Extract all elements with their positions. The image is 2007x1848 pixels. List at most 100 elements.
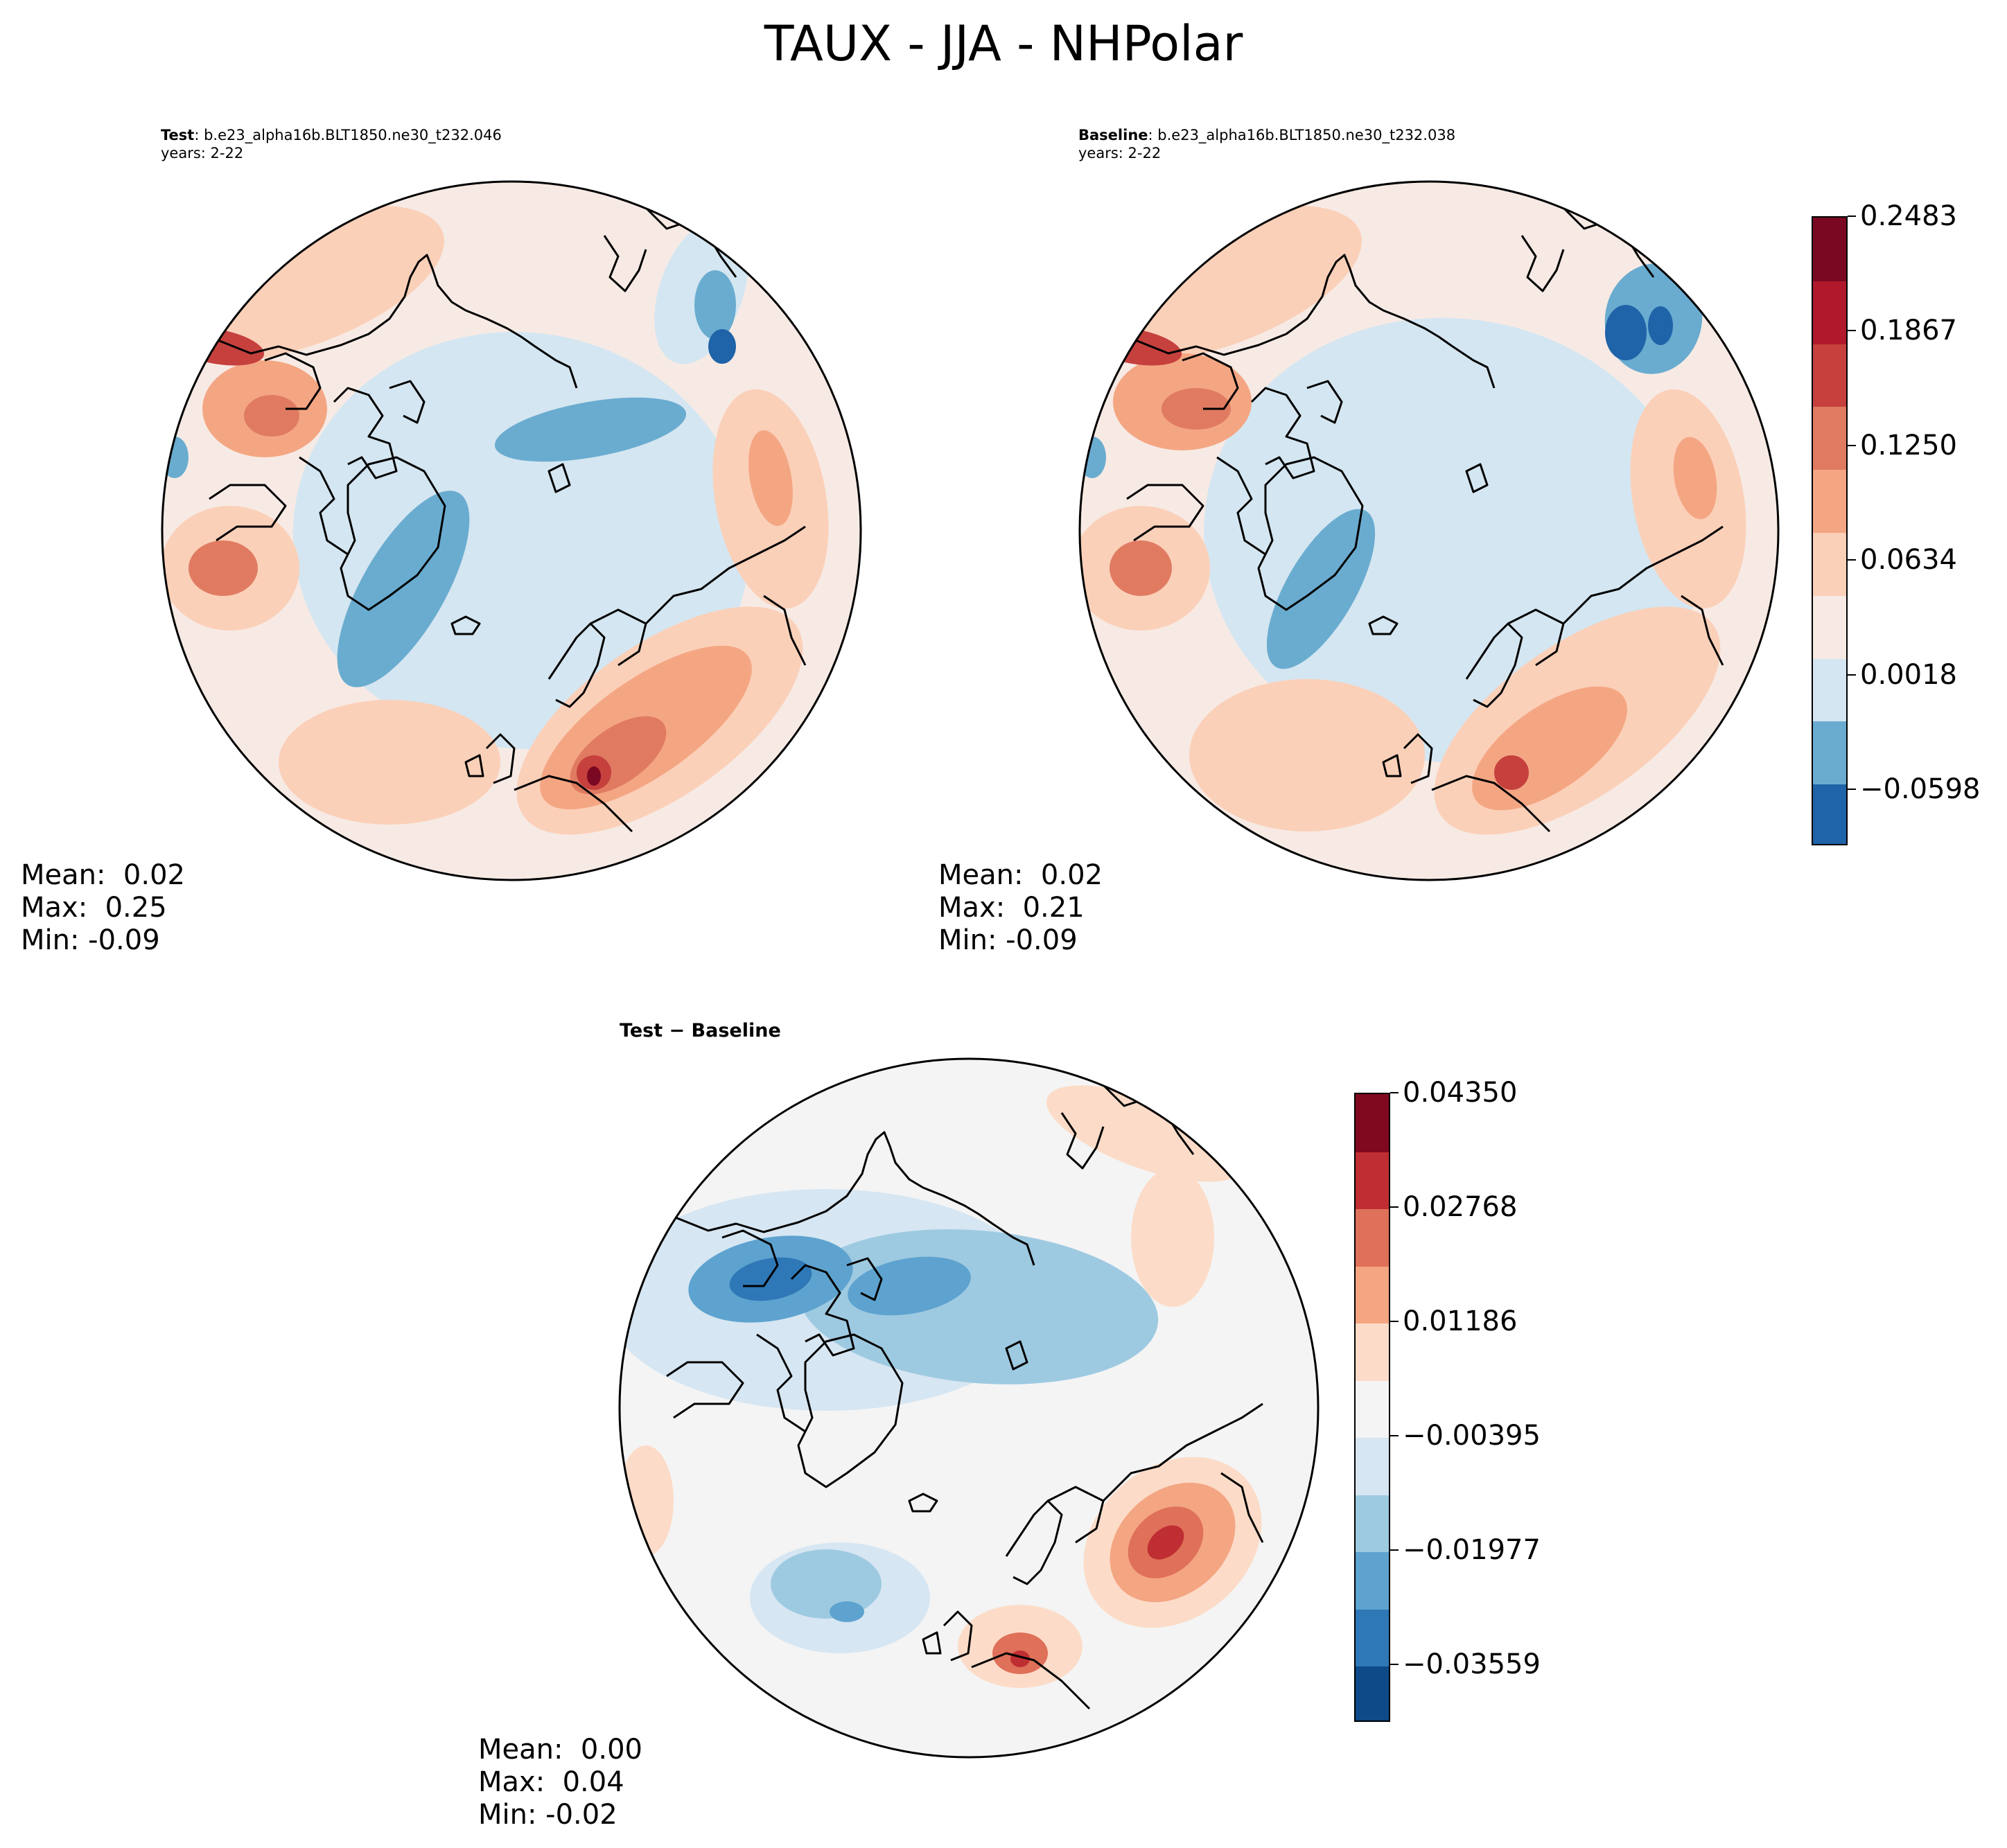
baseline-map-boundary: [1078, 180, 1780, 881]
test-contour-region: [244, 395, 299, 437]
baseline-min: -0.09: [1006, 924, 1078, 956]
difference-map-boundary: [618, 1057, 1320, 1759]
baseline-coastline: [1562, 525, 1724, 625]
test-contour-region: [337, 491, 470, 687]
baseline-coastline: [1126, 484, 1204, 542]
difference-colorbar-segment: [1356, 1551, 1389, 1610]
baseline-coastline: [1133, 254, 1384, 356]
test-coastlines: [209, 206, 807, 833]
difference-colorbar-tick-label: 0.04350: [1403, 1077, 1518, 1109]
test-coastline: [450, 615, 481, 635]
test-min: -0.09: [88, 924, 160, 956]
baseline-coastline: [1383, 309, 1496, 389]
difference-stats: Mean: 0.00 Max: 0.04 Min: -0.02: [478, 1734, 642, 1831]
baseline-contour-region: [1605, 305, 1647, 360]
difference-colorbar-segment: [1356, 1380, 1389, 1438]
main-colorbar-segment: [1813, 784, 1846, 844]
main-colorbar-tickmark: [1848, 330, 1856, 332]
difference-contour-region: [1131, 1168, 1214, 1307]
test-label: Test: [161, 127, 195, 143]
difference-contour-region: [1147, 1525, 1184, 1560]
baseline-coastline: [1368, 615, 1399, 635]
test-coastline: [464, 754, 484, 777]
test-panel-title: Test: b.e23_alpha16b.BLT1850.ne30_t232.0…: [161, 127, 502, 161]
difference-coastline: [790, 1264, 855, 1357]
baseline-stats: Mean: 0.02 Max: 0.21 Min: -0.09: [938, 859, 1103, 956]
test-case-name: b.e23_alpha16b.BLT1850.ne30_t232.046: [204, 127, 502, 143]
main-colorbar-segment: [1813, 343, 1846, 407]
difference-colorbar-tickmark: [1390, 1435, 1399, 1437]
baseline-label: Baseline: [1078, 127, 1148, 143]
baseline-years: years: 2-22: [1078, 145, 1162, 161]
baseline-coastline: [1431, 775, 1551, 833]
baseline-contour-region: [1080, 437, 1106, 478]
difference-colorbar-segment: [1356, 1437, 1389, 1495]
difference-colorbar-segment: [1356, 1608, 1389, 1667]
baseline-contour-region: [1162, 388, 1231, 430]
main-colorbar-segment: [1813, 406, 1846, 470]
baseline-contour-region: [1494, 755, 1529, 790]
main-colorbar-tickmark: [1848, 788, 1856, 790]
difference-coastline: [756, 1333, 806, 1433]
main-colorbar-segment: [1813, 280, 1846, 344]
test-stats: Mean: 0.02 Max: 0.25 Min: -0.09: [21, 859, 185, 956]
difference-colorbar-segment: [1356, 1094, 1389, 1152]
difference-field: [620, 1059, 1318, 1757]
difference-coastline: [666, 1361, 744, 1419]
test-coastline: [216, 254, 466, 356]
baseline-contour-region: [1648, 306, 1673, 345]
main-colorbar-tick-label: 0.1250: [1860, 429, 1957, 461]
difference-contour-region: [729, 1257, 812, 1301]
main-colorbar-segment: [1813, 595, 1846, 659]
baseline-contour-region: [1673, 437, 1717, 520]
main-colorbar-tickmark: [1848, 674, 1856, 676]
baseline-max: 0.21: [1022, 892, 1085, 924]
difference-colorbar-tickmark: [1390, 1549, 1399, 1551]
test-contour-region: [189, 540, 258, 596]
test-coastline: [340, 456, 446, 611]
difference-coastline: [922, 1186, 1035, 1266]
test-coastline: [485, 733, 516, 784]
difference-coastline: [1102, 1402, 1263, 1502]
test-coastline: [264, 352, 322, 410]
difference-coastline: [1005, 1499, 1063, 1585]
difference-colorbar-segment: [1356, 1494, 1389, 1553]
baseline-coastline: [1465, 463, 1489, 493]
main-colorbar-tickmark: [1848, 444, 1856, 446]
difference-colorbar-tickmark: [1390, 1206, 1399, 1208]
baseline-coastline: [1681, 595, 1724, 666]
baseline-mean: 0.02: [1040, 859, 1103, 891]
test-polar-map: [161, 180, 862, 881]
difference-coastline: [971, 1652, 1091, 1710]
difference-coastline: [1060, 1112, 1105, 1170]
difference-colorbar-tickmark: [1390, 1092, 1399, 1093]
difference-coastline: [1220, 1472, 1264, 1543]
difference-polar-map: [618, 1057, 1320, 1759]
baseline-coastline: [1306, 380, 1343, 424]
test-coastline: [603, 235, 647, 292]
difference-colorbar: 0.04350 0.02768 0.01186 −0.00395 −0.01977 −0.…: [1354, 1079, 1541, 1722]
baseline-case-name: b.e23_alpha16b.BLT1850.ne30_t232.038: [1157, 127, 1456, 143]
baseline-contour-region: [1189, 679, 1425, 831]
baseline-panel-title: Baseline: b.e23_alpha16b.BLT1850.ne30_t2…: [1078, 127, 1456, 161]
test-coastline: [299, 456, 349, 556]
main-colorbar-body: [1812, 216, 1848, 845]
difference-contour-region: [830, 1601, 864, 1622]
test-coastline: [465, 309, 578, 389]
difference-panel-title: Test − Baseline: [620, 1020, 781, 1041]
test-mean: 0.02: [123, 859, 185, 891]
difference-contour-region: [1046, 1085, 1243, 1182]
difference-coastlines: [666, 1084, 1264, 1710]
baseline-coastline: [1403, 733, 1433, 784]
baseline-contour-region: [1110, 540, 1172, 596]
test-contour-region: [708, 329, 736, 364]
difference-coastline: [908, 1493, 938, 1513]
baseline-coastline: [1382, 754, 1402, 777]
test-contour-region: [494, 397, 687, 462]
difference-colorbar-tick-label: 0.01186: [1403, 1305, 1518, 1338]
difference-coastline: [1005, 1340, 1028, 1371]
baseline-coastline: [1216, 456, 1266, 556]
main-colorbar-segment: [1813, 658, 1846, 722]
main-colorbar-tick-label: 0.0018: [1860, 658, 1957, 691]
difference-colorbar-segment: [1356, 1208, 1389, 1267]
